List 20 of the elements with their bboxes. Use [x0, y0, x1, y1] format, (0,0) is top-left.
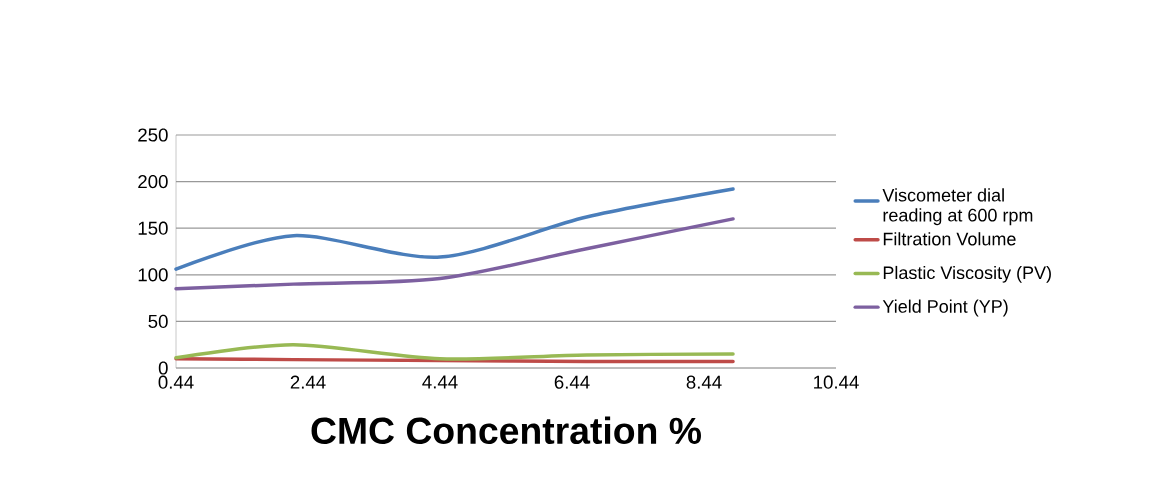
x-axis-title: CMC Concentration % [311, 416, 701, 444]
line-series [174, 217, 735, 291]
y-tick-label: 150 [138, 221, 168, 235]
y-tick-label: 250 [138, 128, 168, 142]
y-tick-label: 50 [148, 314, 168, 329]
line-series [174, 187, 735, 271]
legend-label: Plastic Viscosity (PV) [883, 265, 1051, 283]
x-tick-label: 4.44 [422, 375, 458, 389]
x-tick-label: 0.44 [158, 375, 194, 389]
legend-label: Yield Point (YP) [882, 299, 1008, 317]
x-tick-label: 10.44 [814, 375, 859, 389]
x-tick-label: 6.44 [554, 375, 590, 389]
x-tick-label: 8.44 [686, 375, 722, 389]
y-tick-label: 100 [138, 268, 168, 282]
y-tick-label: 0 [158, 361, 168, 375]
legend-label: Viscometer dial reading at 600 rpm [882, 188, 1033, 226]
legend-label: Filtration Volume [883, 232, 1016, 246]
line-series [174, 342, 735, 361]
x-tick-label: 2.44 [290, 375, 326, 389]
y-tick-label: 200 [138, 174, 168, 189]
